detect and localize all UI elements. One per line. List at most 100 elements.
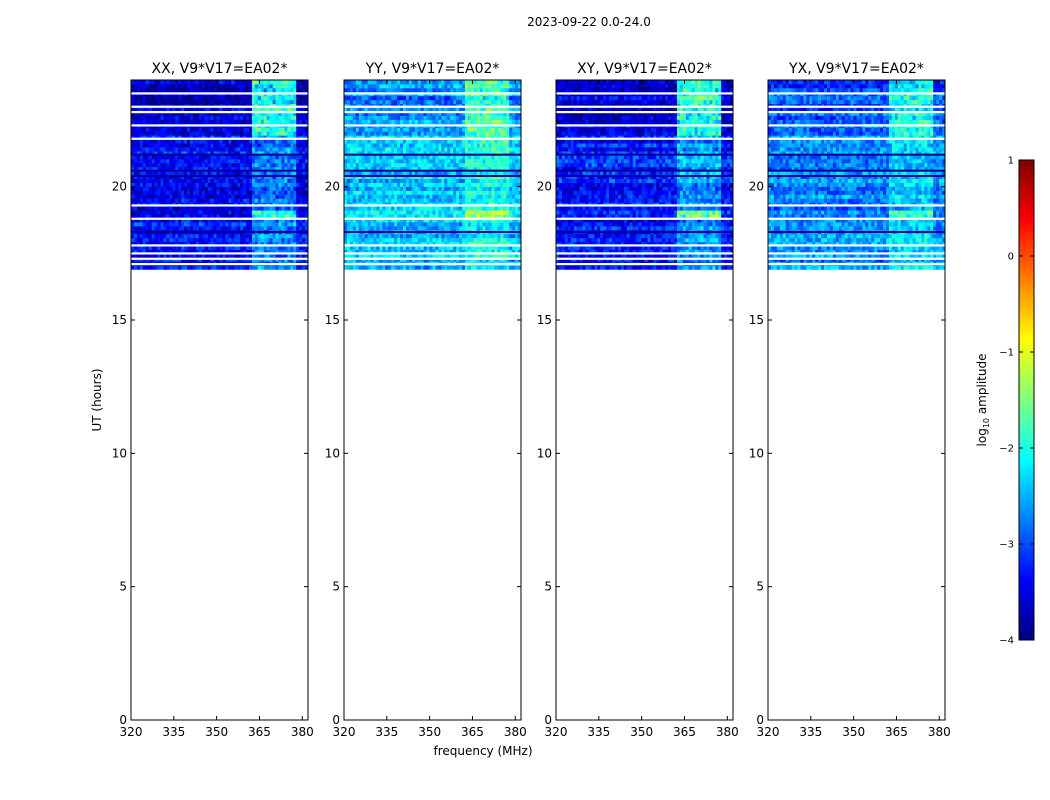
- heatmap-cell: [228, 87, 232, 93]
- heatmap-cell: [432, 170, 436, 176]
- heatmap-cell: [172, 241, 176, 247]
- heatmap-cell: [254, 186, 259, 191]
- heatmap-cell: [160, 170, 164, 176]
- heatmap-cell: [184, 210, 188, 215]
- heatmap-cell: [299, 245, 303, 251]
- heatmap-cell: [518, 206, 522, 211]
- heatmap-cell: [355, 131, 360, 136]
- heatmap-cell: [163, 182, 167, 187]
- heatmap-cell: [213, 154, 217, 160]
- heatmap-cell: [438, 154, 442, 160]
- heatmap-cell: [370, 210, 374, 215]
- heatmap-cell: [269, 210, 273, 215]
- heatmap-cell: [131, 222, 135, 227]
- heatmap-cell: [438, 233, 442, 239]
- heatmap-cell: [346, 186, 351, 191]
- heatmap-cell: [447, 222, 451, 227]
- heatmap-cell: [464, 170, 469, 176]
- heatmap-cell: [198, 170, 203, 176]
- heatmap-cell: [497, 218, 501, 223]
- heatmap-cell: [266, 210, 271, 215]
- heatmap-cell: [216, 186, 220, 191]
- heatmap-cell: [269, 87, 273, 93]
- heatmap-cell: [136, 237, 141, 243]
- heatmap-cell: [456, 241, 460, 247]
- heatmap-cell: [240, 139, 244, 144]
- heatmap-cell: [249, 222, 253, 227]
- heatmap-cell: [154, 115, 158, 120]
- heatmap-cell: [385, 233, 389, 239]
- heatmap-cell: [473, 143, 478, 148]
- heatmap-cell: [355, 249, 360, 254]
- heatmap-cell: [299, 166, 303, 172]
- heatmap-cell: [131, 186, 135, 191]
- heatmap-cell: [453, 253, 457, 258]
- heatmap-cell: [290, 139, 294, 144]
- heatmap-cell: [473, 253, 478, 258]
- heatmap-cell: [154, 170, 158, 176]
- heatmap-cell: [219, 87, 223, 93]
- heatmap-cell: [420, 237, 425, 243]
- heatmap-cell: [302, 241, 306, 247]
- heatmap-cell: [444, 198, 448, 203]
- heatmap-cell: [379, 198, 383, 203]
- heatmap-cell: [367, 135, 371, 140]
- heatmap-cell: [405, 206, 410, 211]
- heatmap-cell: [249, 139, 253, 144]
- heatmap-cell: [441, 265, 445, 270]
- heatmap-cell: [405, 178, 410, 183]
- heatmap-cell: [411, 135, 416, 140]
- heatmap-cell: [376, 194, 380, 199]
- heatmap-cell: [400, 218, 404, 223]
- heatmap-cell: [142, 166, 147, 172]
- heatmap-cell: [201, 107, 206, 112]
- heatmap-cell: [148, 131, 153, 136]
- heatmap-cell: [192, 186, 197, 191]
- heatmap-cell: [225, 245, 229, 251]
- heatmap-cell: [349, 214, 354, 219]
- heatmap-cell: [444, 166, 448, 172]
- heatmap-cell: [500, 245, 504, 251]
- heatmap-cell: [447, 143, 451, 148]
- heatmap-cell: [284, 80, 288, 85]
- heatmap-cell: [184, 222, 188, 227]
- heatmap-cell: [302, 218, 306, 223]
- heatmap-cell: [450, 214, 454, 219]
- heatmap-cell: [394, 131, 398, 136]
- heatmap-cell: [284, 99, 288, 105]
- heatmap-cell: [195, 99, 200, 105]
- heatmap-cell: [405, 222, 410, 227]
- heatmap-cell: [290, 198, 294, 203]
- heatmap-cell: [352, 233, 357, 239]
- heatmap-cell: [263, 127, 268, 132]
- heatmap-cell: [210, 151, 214, 156]
- heatmap-cell: [136, 83, 141, 89]
- heatmap-cell: [370, 166, 374, 172]
- heatmap-cell: [178, 154, 182, 160]
- heatmap-cell: [299, 147, 303, 152]
- heatmap-cell: [163, 111, 167, 116]
- heatmap-cell: [462, 178, 466, 183]
- heatmap-cell: [231, 139, 235, 144]
- heatmap-cell: [500, 214, 504, 219]
- heatmap-cell: [160, 111, 164, 116]
- heatmap-cell: [426, 237, 430, 243]
- heatmap-cell: [382, 178, 386, 183]
- heatmap-cell: [464, 135, 469, 140]
- heatmap-cell: [432, 178, 436, 183]
- heatmap-cell: [403, 241, 407, 247]
- heatmap-cell: [453, 166, 457, 172]
- heatmap-cell: [497, 198, 501, 203]
- heatmap-cell: [219, 166, 223, 172]
- heatmap-cell: [228, 218, 232, 223]
- heatmap-cell: [287, 206, 291, 211]
- heatmap-cell: [447, 139, 451, 144]
- heatmap-cell: [352, 237, 357, 243]
- heatmap-cell: [388, 253, 392, 258]
- heatmap-cell: [453, 222, 457, 227]
- heatmap-cell: [305, 245, 309, 251]
- x-tick-label: 320: [120, 725, 143, 739]
- heatmap-cell: [509, 222, 513, 227]
- heatmap-cell: [388, 206, 392, 211]
- heatmap-cell: [494, 249, 498, 254]
